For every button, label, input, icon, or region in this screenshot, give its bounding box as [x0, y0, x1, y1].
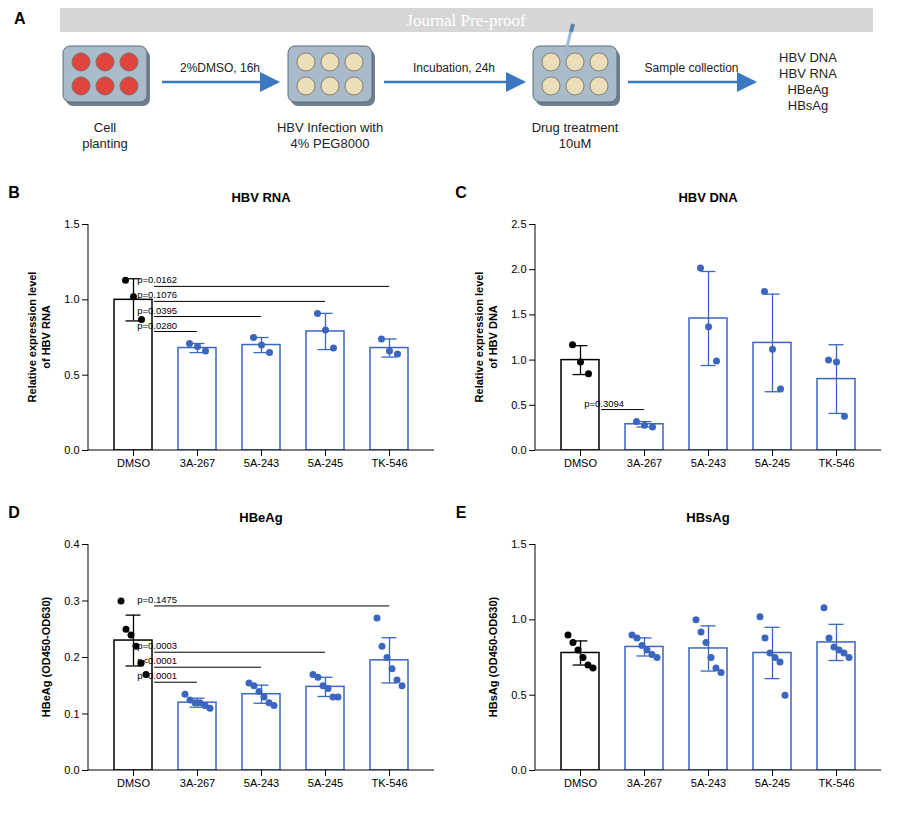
svg-text:TK-546: TK-546 [371, 457, 407, 469]
svg-text:p<0.0001: p<0.0001 [137, 655, 177, 666]
svg-text:HBV DNA: HBV DNA [779, 50, 837, 65]
svg-text:DMSO: DMSO [564, 457, 597, 469]
svg-text:1.0: 1.0 [64, 293, 79, 305]
svg-text:0.5: 0.5 [64, 369, 79, 381]
svg-text:0.0: 0.0 [64, 444, 79, 456]
svg-text:Sample collection: Sample collection [644, 61, 738, 75]
svg-text:3A-267: 3A-267 [627, 777, 662, 789]
svg-text:4% PEG8000: 4% PEG8000 [291, 136, 370, 151]
svg-text:HBsAg (OD450-OD630): HBsAg (OD450-OD630) [487, 596, 499, 717]
svg-text:3A-267: 3A-267 [180, 777, 215, 789]
svg-text:5A-245: 5A-245 [308, 777, 343, 789]
svg-text:0.3: 0.3 [64, 595, 79, 607]
svg-text:0.0: 0.0 [511, 444, 526, 456]
svg-text:C: C [455, 184, 467, 201]
svg-text:p<0.0001: p<0.0001 [137, 670, 177, 681]
svg-text:D: D [8, 504, 20, 521]
svg-text:5A-243: 5A-243 [691, 777, 726, 789]
svg-text:p=0.1076: p=0.1076 [137, 289, 177, 300]
svg-text:3A-267: 3A-267 [180, 457, 215, 469]
svg-text:5A-245: 5A-245 [755, 777, 790, 789]
svg-text:DMSO: DMSO [117, 777, 150, 789]
svg-text:0.2: 0.2 [64, 651, 79, 663]
svg-text:p=0.1475: p=0.1475 [137, 594, 177, 605]
svg-text:TK-546: TK-546 [818, 457, 854, 469]
svg-text:Journal Pre-proof: Journal Pre-proof [406, 11, 526, 30]
svg-text:of HBV RNA: of HBV RNA [40, 305, 52, 369]
svg-text:1.0: 1.0 [511, 354, 526, 366]
svg-text:Drug treatment: Drug treatment [532, 120, 619, 135]
svg-text:5A-243: 5A-243 [244, 457, 279, 469]
svg-text:1.0: 1.0 [511, 613, 526, 625]
svg-text:10uM: 10uM [559, 136, 592, 151]
svg-text:HBV RNA: HBV RNA [779, 66, 837, 81]
svg-text:HBeAg: HBeAg [239, 510, 282, 525]
svg-text:0.4: 0.4 [64, 538, 79, 550]
svg-text:2.0: 2.0 [511, 263, 526, 275]
svg-text:0.1: 0.1 [64, 708, 79, 720]
svg-text:HBsAg: HBsAg [686, 510, 729, 525]
svg-text:TK-546: TK-546 [818, 777, 854, 789]
svg-text:Relative expression level: Relative expression level [473, 272, 485, 403]
svg-text:0.5: 0.5 [511, 399, 526, 411]
svg-text:p=0.3094: p=0.3094 [584, 398, 624, 409]
svg-text:5A-243: 5A-243 [691, 457, 726, 469]
svg-text:3A-267: 3A-267 [627, 457, 662, 469]
svg-text:0.5: 0.5 [511, 689, 526, 701]
svg-text:DMSO: DMSO [117, 457, 150, 469]
svg-text:0.0: 0.0 [64, 764, 79, 776]
svg-text:of HBV DNA: of HBV DNA [487, 305, 499, 369]
svg-text:5A-245: 5A-245 [755, 457, 790, 469]
svg-text:HBV RNA: HBV RNA [231, 190, 291, 205]
svg-text:5A-245: 5A-245 [308, 457, 343, 469]
svg-text:2.5: 2.5 [511, 218, 526, 230]
svg-text:Cell: Cell [94, 120, 117, 135]
svg-text:TK-546: TK-546 [371, 777, 407, 789]
svg-text:1.5: 1.5 [511, 538, 526, 550]
svg-text:HBV DNA: HBV DNA [678, 190, 738, 205]
svg-text:HBsAg: HBsAg [788, 98, 828, 113]
svg-text:HBV Infection with: HBV Infection with [277, 120, 383, 135]
svg-text:1.5: 1.5 [64, 218, 79, 230]
svg-text:B: B [8, 184, 20, 201]
svg-text:DMSO: DMSO [564, 777, 597, 789]
svg-text:Incubation, 24h: Incubation, 24h [413, 61, 495, 75]
svg-text:5A-243: 5A-243 [244, 777, 279, 789]
svg-text:1.5: 1.5 [511, 308, 526, 320]
svg-text:E: E [456, 504, 467, 521]
svg-text:planting: planting [82, 136, 128, 151]
svg-text:HBeAg: HBeAg [787, 82, 828, 97]
svg-text:2%DMSO, 16h: 2%DMSO, 16h [180, 61, 260, 75]
svg-text:p=0.0003: p=0.0003 [137, 640, 177, 651]
svg-text:p=0.0162: p=0.0162 [137, 274, 177, 285]
svg-text:A: A [14, 10, 26, 27]
svg-text:p=0.0280: p=0.0280 [137, 320, 177, 331]
svg-text:p=0.0395: p=0.0395 [137, 305, 177, 316]
svg-text:0.0: 0.0 [511, 764, 526, 776]
svg-text:Relative expression level: Relative expression level [26, 272, 38, 403]
svg-text:HBeAg (OD450-OD630): HBeAg (OD450-OD630) [40, 596, 52, 717]
